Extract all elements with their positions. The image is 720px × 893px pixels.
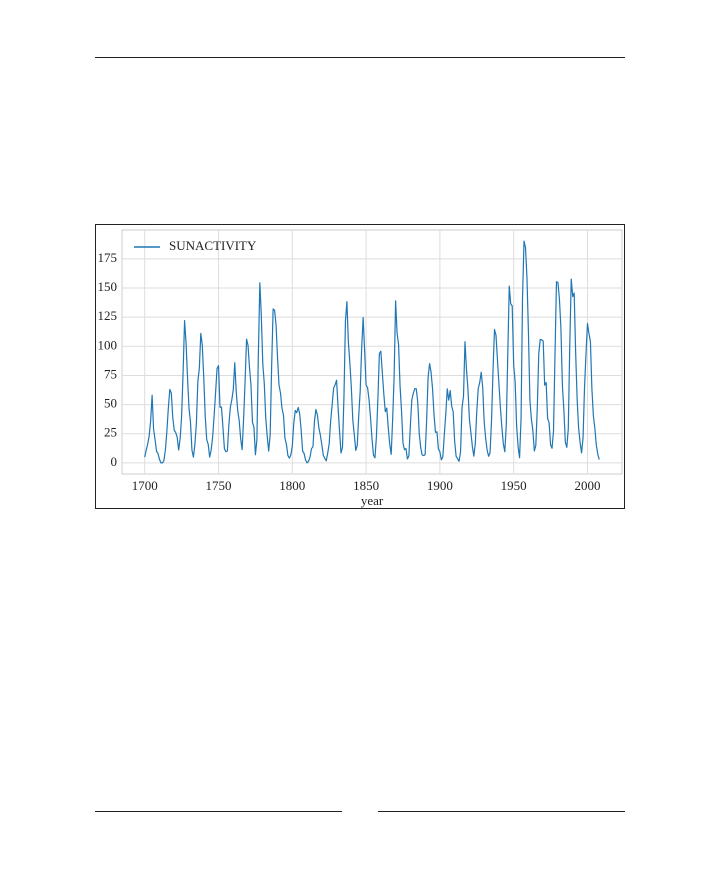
y-tick-label: 25 <box>104 425 117 440</box>
y-tick-label: 125 <box>98 308 118 323</box>
x-tick-label: 1850 <box>353 478 379 493</box>
y-tick-label: 175 <box>98 250 118 265</box>
y-tick-label: 75 <box>104 366 117 381</box>
legend-label: SUNACTIVITY <box>169 238 257 253</box>
y-tick-label: 0 <box>111 454 118 469</box>
x-tick-label: 1950 <box>501 478 527 493</box>
x-tick-label: 1900 <box>427 478 453 493</box>
x-tick-label: 1800 <box>279 478 305 493</box>
y-tick-label: 100 <box>98 337 118 352</box>
x-tick-label: 2000 <box>574 478 600 493</box>
y-tick-label: 150 <box>98 279 118 294</box>
data-line <box>144 240 600 464</box>
x-axis-label: year <box>361 493 384 508</box>
x-tick-label: 1750 <box>206 478 232 493</box>
y-tick-label: 50 <box>104 396 117 411</box>
x-tick-label: 1700 <box>132 478 158 493</box>
chart: 0 25 50 75 100 125 150 175 1700 1750 1800 1850 1900 1… <box>98 229 623 508</box>
